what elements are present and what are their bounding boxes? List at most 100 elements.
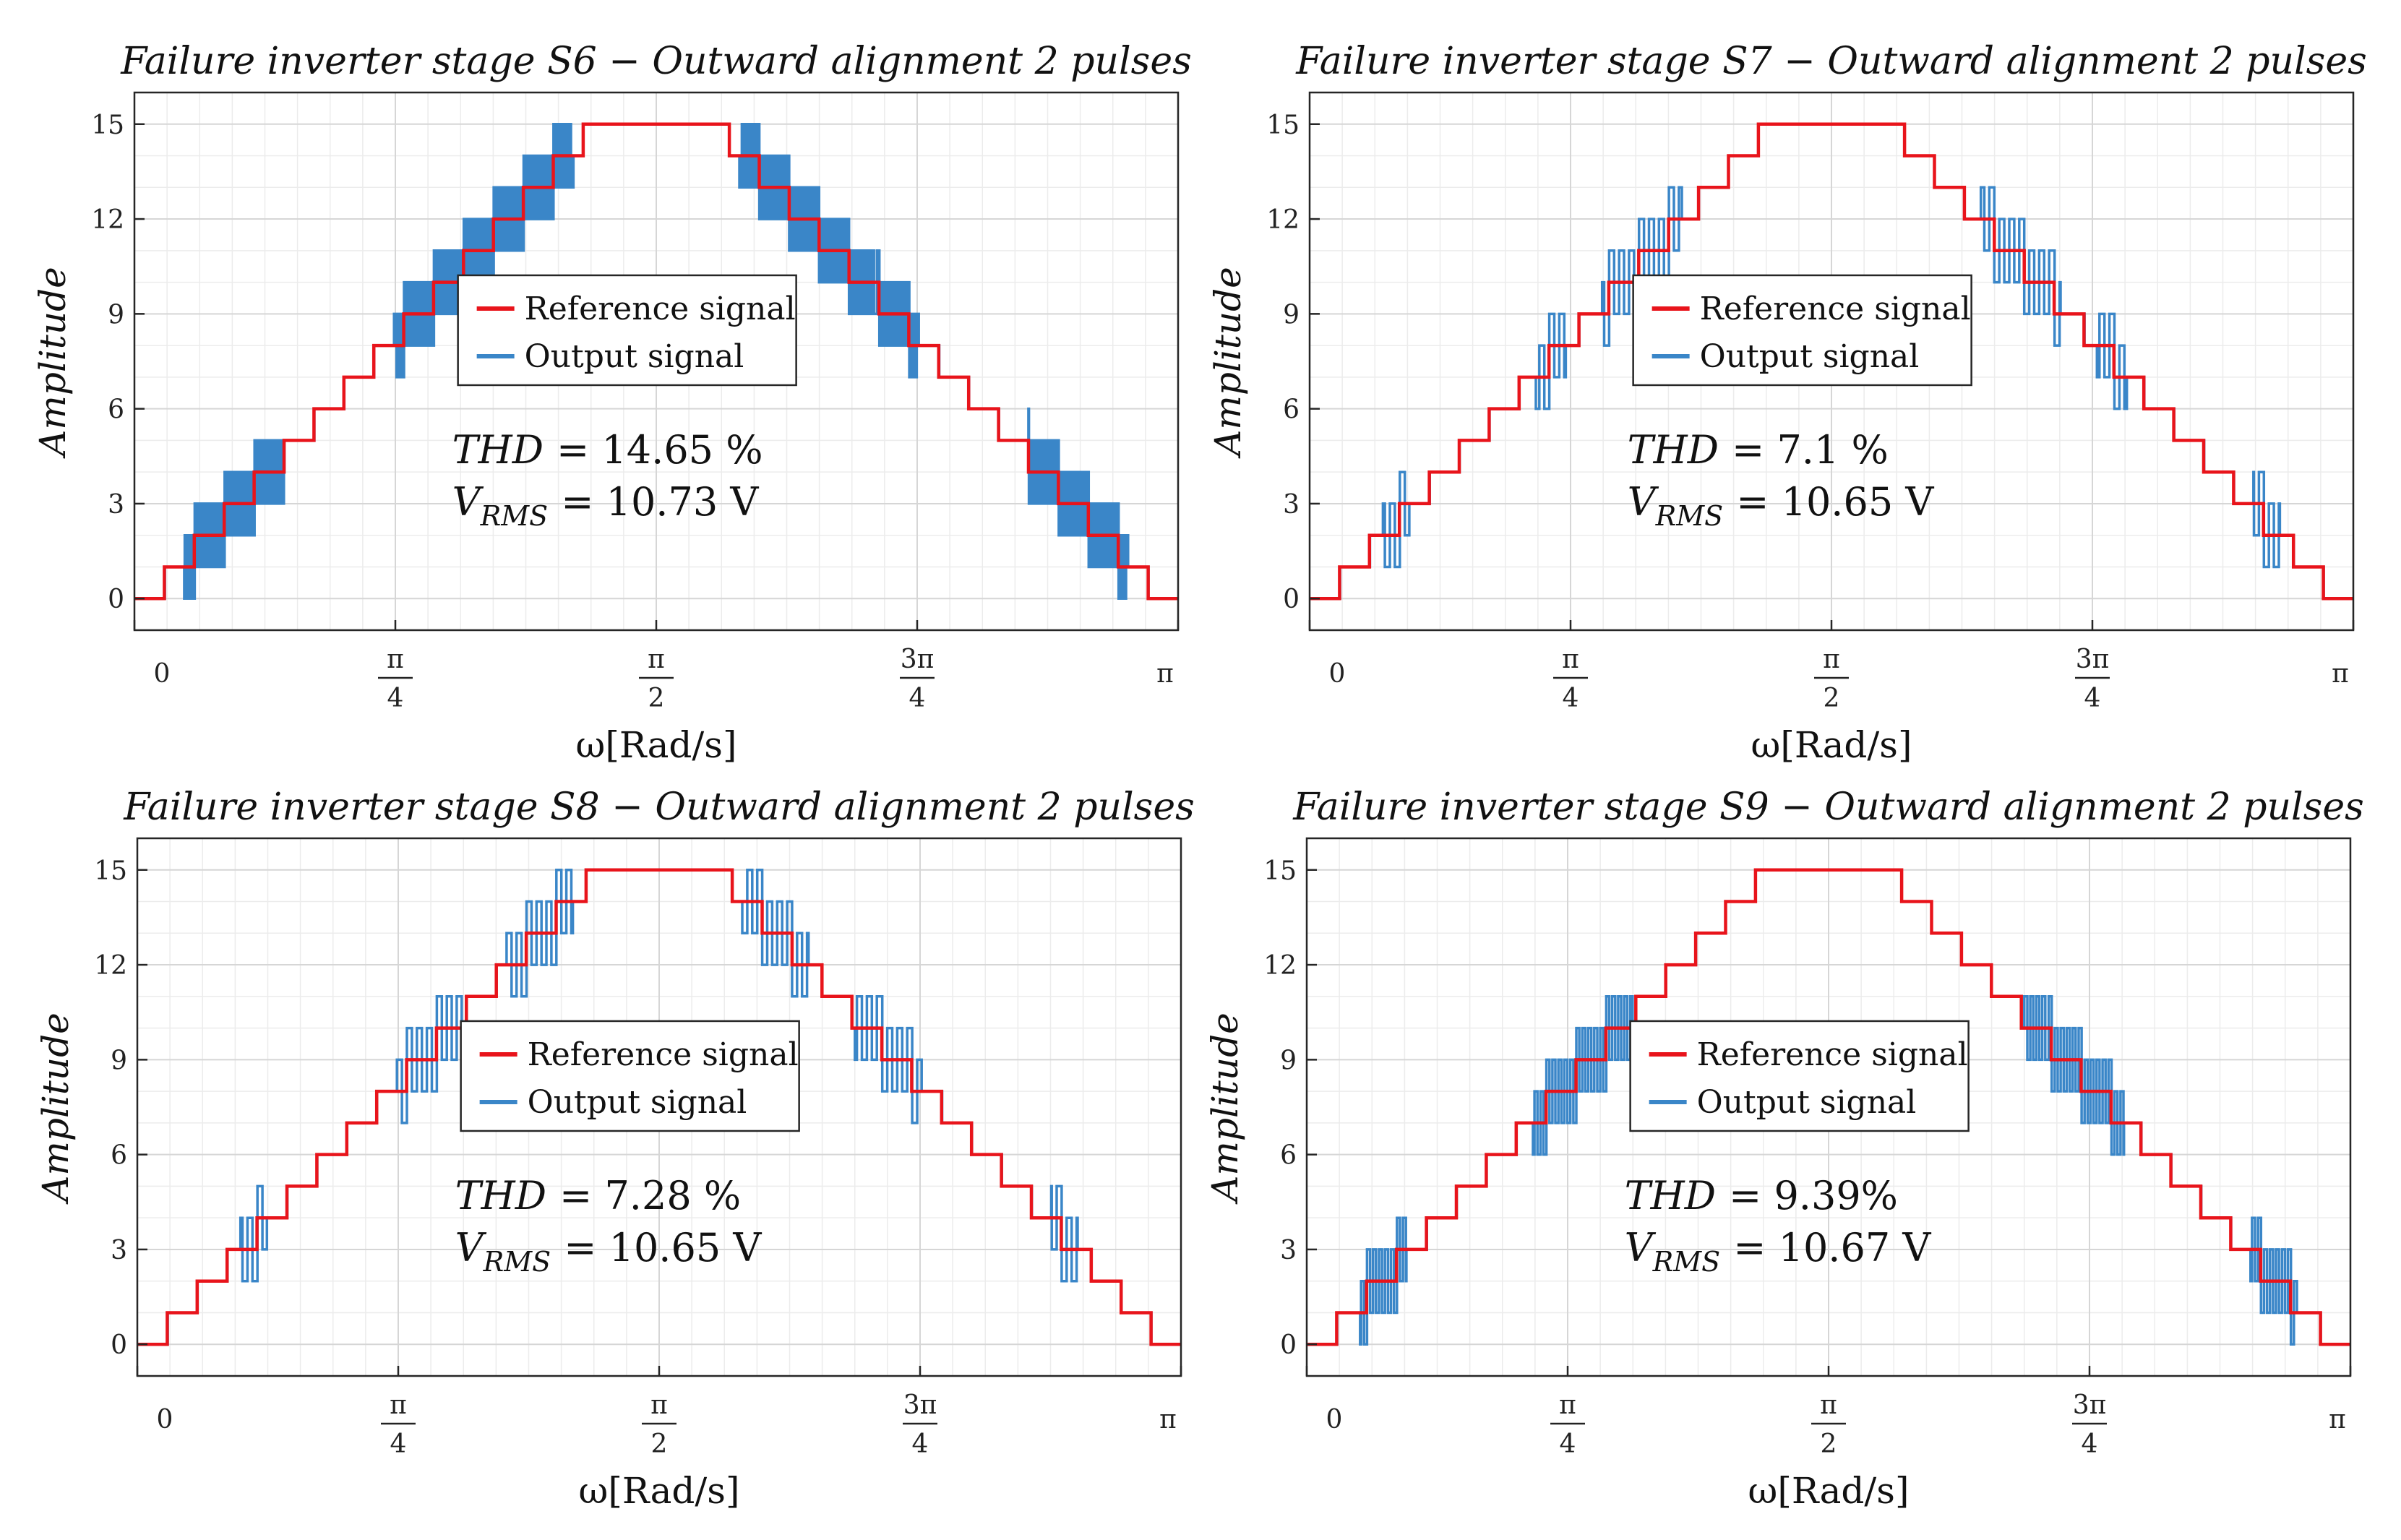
vrms-subscript: RMS	[1652, 1246, 1721, 1278]
vrms-value: = 10.73 V	[561, 479, 759, 525]
thd-annotation: THD = 7.28 %	[455, 1173, 742, 1218]
chart-panel-1: Failure inverter stage S6 − Outward alig…	[32, 40, 1192, 766]
y-tick-label: 15	[1266, 111, 1300, 140]
vrms-value: = 10.67 V	[1733, 1225, 1931, 1270]
x-tick-numerator: π	[1823, 645, 1840, 674]
x-tick-label: π	[1156, 659, 1174, 689]
y-tick-label: 12	[1263, 951, 1297, 981]
y-tick-label: 6	[1283, 395, 1300, 425]
legend-box	[460, 1020, 800, 1132]
x-tick-denominator: 4	[1563, 684, 1579, 713]
x-tick-denominator: 2	[1824, 684, 1840, 713]
thd-label: THD	[1625, 1173, 1716, 1218]
vrms-label: V	[455, 1225, 487, 1270]
legend-label-output: Output signal	[1697, 1084, 1917, 1121]
vrms-annotation: VRMS = 10.73 V	[452, 479, 760, 532]
x-tick-numerator: π	[387, 645, 404, 674]
x-axis-label: ω[Rad/s]	[1751, 724, 1912, 766]
y-tick-label: 6	[108, 395, 124, 425]
chart-title: Failure inverter stage S7 − Outward alig…	[1295, 40, 2367, 83]
thd-annotation: THD = 7.1 %	[1628, 427, 1889, 473]
chart-panel-4: Failure inverter stage S9 − Outward alig…	[1204, 786, 2364, 1512]
y-tick-label: 3	[1280, 1236, 1297, 1265]
series-reference-line	[134, 122, 1178, 601]
series-reference-line	[137, 868, 1181, 1346]
x-tick-numerator: 3π	[901, 645, 935, 674]
vrms-subscript: RMS	[1655, 500, 1724, 532]
x-tick-numerator: 3π	[903, 1390, 937, 1420]
legend-label-reference: Reference signal	[525, 291, 796, 327]
legend-box	[1632, 274, 1972, 387]
x-axis-label: ω[Rad/s]	[576, 724, 737, 766]
y-axis-label: Amplitude	[1204, 1012, 1246, 1204]
vrms-subscript: RMS	[483, 1246, 551, 1278]
legend: Reference signal Output signal	[1632, 274, 1972, 387]
thd-label: THD	[452, 427, 544, 473]
thd-label: THD	[455, 1173, 546, 1218]
y-tick-label: 0	[1280, 1330, 1297, 1360]
vrms-annotation: VRMS = 10.65 V	[455, 1225, 763, 1278]
y-tick-label: 3	[1283, 490, 1300, 520]
x-tick-denominator: 4	[2084, 684, 2101, 713]
legend-label-output: Output signal	[1700, 338, 1920, 375]
vrms-annotation: VRMS = 10.65 V	[1628, 479, 1935, 532]
chart-panel-2: Failure inverter stage S7 − Outward alig…	[1207, 40, 2367, 766]
legend-label-reference: Reference signal	[528, 1036, 799, 1073]
x-tick-denominator: 4	[390, 1429, 407, 1459]
x-tick-label: π	[2332, 659, 2349, 689]
y-tick-label: 9	[1280, 1046, 1297, 1075]
x-tick-denominator: 2	[1821, 1429, 1837, 1459]
vrms-value: = 10.65 V	[564, 1225, 762, 1270]
y-tick-label: 0	[108, 585, 124, 614]
x-tick-numerator: 3π	[2073, 1390, 2107, 1420]
y-tick-label: 6	[1280, 1141, 1297, 1171]
x-axis-label: ω[Rad/s]	[1748, 1470, 1910, 1512]
series-reference-line	[1310, 122, 2353, 601]
vrms-subscript: RMS	[480, 500, 549, 532]
vrms-label: V	[1628, 479, 1659, 525]
vrms-label: V	[1625, 1225, 1657, 1270]
thd-value: = 7.28 %	[559, 1173, 741, 1218]
legend: Reference signal Output signal	[1629, 1020, 1970, 1132]
vrms-annotation: VRMS = 10.67 V	[1625, 1225, 1932, 1278]
x-tick-label: π	[1159, 1405, 1177, 1434]
legend-label-output: Output signal	[525, 338, 744, 375]
thd-label: THD	[1628, 427, 1719, 473]
y-tick-label: 3	[108, 490, 124, 520]
x-tick-denominator: 4	[909, 684, 926, 713]
thd-value: = 9.39%	[1729, 1173, 1898, 1218]
x-tick-denominator: 4	[912, 1429, 929, 1459]
x-tick-denominator: 4	[387, 684, 404, 713]
legend-label-output: Output signal	[528, 1084, 747, 1121]
x-tick-numerator: π	[650, 1390, 668, 1420]
legend-label-reference: Reference signal	[1700, 291, 1971, 327]
y-tick-label: 12	[91, 205, 124, 235]
x-tick-numerator: π	[648, 645, 665, 674]
x-tick-numerator: π	[1559, 1390, 1576, 1420]
y-tick-label: 0	[1283, 585, 1300, 614]
x-axis-label: ω[Rad/s]	[579, 1470, 740, 1512]
x-tick-denominator: 2	[648, 684, 665, 713]
legend-label-reference: Reference signal	[1697, 1036, 1968, 1073]
vrms-value: = 10.65 V	[1736, 479, 1934, 525]
y-tick-label: 6	[111, 1141, 127, 1171]
y-tick-label: 3	[111, 1236, 127, 1265]
y-axis-label: Amplitude	[35, 1012, 77, 1204]
y-axis-label: Amplitude	[32, 267, 74, 458]
x-tick-numerator: π	[390, 1390, 407, 1420]
x-tick-label: π	[2329, 1405, 2346, 1434]
chart-title: Failure inverter stage S6 − Outward alig…	[120, 40, 1192, 83]
y-axis-label: Amplitude	[1207, 267, 1249, 458]
x-tick-numerator: π	[1820, 1390, 1837, 1420]
y-tick-label: 15	[94, 856, 127, 886]
x-tick-denominator: 4	[2082, 1429, 2098, 1459]
x-tick-label: 0	[1326, 1405, 1343, 1434]
chart-title: Failure inverter stage S9 − Outward alig…	[1292, 786, 2364, 829]
x-tick-denominator: 4	[1560, 1429, 1576, 1459]
x-tick-label: 0	[1329, 659, 1346, 689]
series-reference-line	[1307, 868, 2350, 1346]
y-tick-label: 15	[91, 111, 124, 140]
thd-value: = 14.65 %	[557, 427, 763, 473]
thd-annotation: THD = 14.65 %	[452, 427, 763, 473]
